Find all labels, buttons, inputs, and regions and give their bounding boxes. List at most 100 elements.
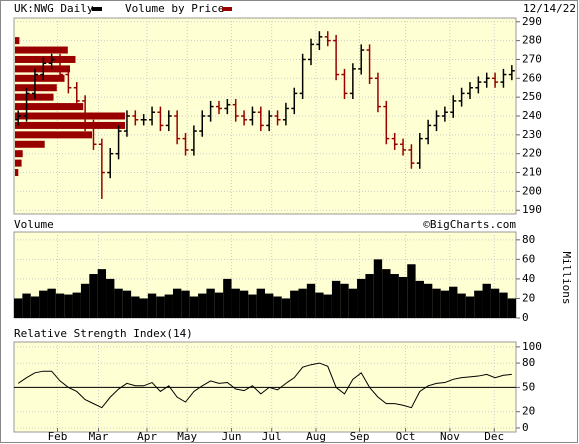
date-label: 12/14/22: [523, 2, 576, 15]
volume-bar: [290, 290, 299, 318]
y-tick-label: 20: [522, 291, 535, 304]
x-tick-label: May: [177, 430, 197, 443]
x-tick-label: Sep: [350, 430, 370, 443]
volume-bar: [89, 274, 98, 318]
volume-by-price-bar: [15, 65, 70, 73]
y-tick-label: 270: [522, 52, 542, 65]
volume-bar: [423, 283, 433, 318]
volume-bar: [239, 290, 249, 318]
volume-bar: [298, 288, 307, 318]
y-tick-label: 290: [522, 15, 542, 28]
volume-by-price-bar: [15, 150, 23, 158]
volume-bar: [198, 293, 207, 318]
volume-bar: [39, 290, 48, 318]
y-tick-label: 280: [522, 34, 542, 47]
volume-bar: [189, 296, 199, 318]
x-tick-label: Mar: [89, 430, 109, 443]
volume-bar: [407, 264, 416, 318]
panel-title: Volume: [14, 218, 54, 231]
volume-by-price-bar: [15, 84, 57, 92]
volume-bar: [281, 298, 291, 318]
volume-bar: [206, 288, 215, 318]
y-tick-label: 60: [522, 252, 535, 265]
volume-bar: [373, 259, 383, 318]
legend-swatch: [222, 7, 232, 11]
volume-bar: [172, 288, 182, 318]
volume-bar: [14, 298, 23, 318]
volume-bar: [273, 296, 282, 318]
y-tick-label: 200: [522, 184, 542, 197]
x-tick-label: Jul: [262, 430, 282, 443]
volume-bar: [114, 288, 123, 318]
y-tick-label: 80: [522, 233, 535, 246]
volume-bar: [432, 288, 441, 318]
legend-label: Volume by Price: [125, 2, 224, 15]
volume-bar: [147, 293, 157, 318]
rsi-line: [17, 362, 512, 409]
y-tick-label: 100: [522, 340, 542, 353]
volume-bar: [55, 293, 65, 318]
y-tick-label: 0: [522, 421, 529, 434]
y-tick-label: 80: [522, 356, 535, 369]
volume-bar: [365, 274, 374, 318]
volume-bar: [80, 283, 90, 318]
x-tick-label: Aug: [306, 430, 326, 443]
volume-bar: [223, 278, 232, 318]
volume-bar: [474, 290, 483, 318]
volume-bar: [265, 293, 274, 318]
volume-bar: [139, 298, 148, 318]
y-axis-label: Millions: [560, 252, 573, 305]
panel-title: Relative Strength Index(14): [14, 327, 193, 340]
y-tick-label: 250: [522, 90, 542, 103]
volume-by-price-bar: [15, 74, 65, 82]
volume-by-price-bar: [15, 131, 92, 139]
volume-by-price-bar: [15, 55, 76, 63]
volume-bar: [449, 286, 458, 318]
y-tick-label: 50: [522, 380, 535, 393]
volume-bar: [156, 296, 165, 318]
volume-bar: [323, 294, 332, 318]
volume-by-price-bar: [15, 140, 45, 148]
volume-bar: [457, 293, 466, 318]
y-tick-label: 240: [522, 109, 542, 122]
volume-bar: [164, 294, 173, 318]
volume-by-price-bar: [15, 112, 125, 120]
x-tick-label: Oct: [396, 430, 416, 443]
volume-bar: [482, 283, 491, 318]
volume-bar: [306, 283, 316, 318]
x-tick-label: Jun: [222, 430, 242, 443]
volume-bar: [507, 298, 516, 318]
x-tick-label: Nov: [440, 430, 460, 443]
y-tick-label: 220: [522, 147, 542, 160]
volume-by-price-bar: [15, 169, 19, 177]
volume-bar: [490, 288, 500, 318]
x-tick-label: Apr: [137, 430, 157, 443]
volume-by-price-bar: [15, 46, 68, 54]
y-tick-label: 40: [522, 272, 535, 285]
volume-bar: [382, 269, 391, 318]
legend-swatch: [92, 7, 102, 11]
volume-bar: [22, 293, 31, 318]
volume-bar: [30, 296, 40, 318]
volume-bar: [440, 290, 450, 318]
y-tick-label: 0: [522, 311, 529, 324]
volume-bar: [256, 288, 265, 318]
volume-bar: [315, 292, 324, 318]
volume-bar: [231, 288, 240, 318]
volume-bar: [122, 290, 132, 318]
volume-by-price-bar: [15, 159, 22, 167]
volume-bar: [340, 283, 349, 318]
y-tick-label: 190: [522, 203, 542, 216]
volume-bar: [131, 296, 140, 318]
y-tick-label: 210: [522, 166, 542, 179]
volume-by-price-bar: [15, 37, 20, 45]
volume-bar: [64, 294, 73, 318]
volume-bar: [106, 278, 115, 318]
volume-bar: [499, 292, 508, 318]
volume-bar: [348, 288, 358, 318]
volume-bar: [47, 288, 56, 318]
annotation: ©BigCharts.com: [423, 218, 516, 231]
volume-bar: [465, 296, 475, 318]
legend-label: UK:NWG Daily: [14, 2, 94, 15]
